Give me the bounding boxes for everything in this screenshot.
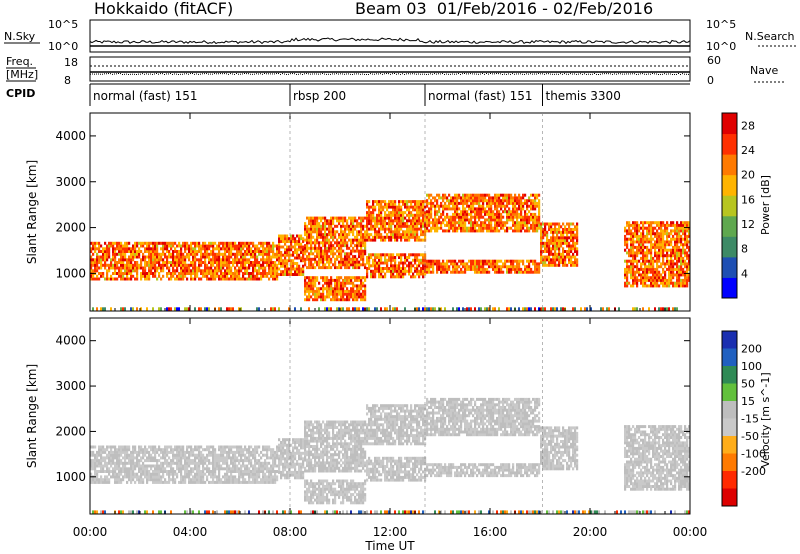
freq-tick-bottom: 8 (64, 74, 71, 87)
cpid-label: CPID (6, 87, 35, 100)
power-colorbar-tick: 16 (741, 193, 755, 206)
nave-tick-bottom: 0 (707, 74, 714, 87)
power-colorbar-tick: 12 (741, 218, 755, 231)
power-colorbar-swatch (722, 133, 737, 155)
power-colorbar-tick: 20 (741, 169, 755, 182)
x-tick-label: 20:00 (573, 525, 608, 539)
power-colorbar-tick: 8 (741, 243, 748, 256)
velocity-heatmap (90, 397, 691, 515)
y-tick-label: 1000 (55, 266, 86, 280)
power-cbar-label: Power [dB] (759, 175, 772, 235)
velocity-colorbar-swatch (722, 436, 737, 454)
velocity-colorbar-swatch (722, 418, 737, 437)
power-panel: 1000 2000 3000 4000 (55, 112, 691, 312)
x-tick-label: 00:00 (673, 525, 708, 539)
nsky-label: N.Sky (4, 30, 36, 43)
power-colorbar-tick: 24 (741, 144, 755, 157)
x-tick-label: 08:00 (273, 525, 308, 539)
nave-tick-top: 60 (707, 54, 721, 67)
power-colorbar-frame (721, 112, 738, 299)
power-ylabel: Slant Range [km] (25, 160, 39, 264)
velocity-colorbar-tick: -100 (741, 448, 766, 461)
station-title: Hokkaido (fitACF) (94, 0, 233, 18)
nave-dots (90, 73, 689, 75)
velocity-colorbar-frame (721, 330, 738, 507)
power-colorbar-swatch (722, 215, 737, 237)
cpid-segment-label: normal (fast) 151 (428, 89, 532, 103)
velocity-colorbar-swatch (722, 331, 737, 349)
velocity-ylabel: Slant Range [km] (25, 364, 39, 468)
nsearch-tick-top: 10^5 (706, 18, 736, 31)
cpid-segment-label: normal (fast) 151 (93, 89, 197, 103)
velocity-colorbar-swatch (722, 453, 737, 472)
freq-tick-top: 18 (64, 56, 78, 69)
velocity-colorbar-swatch (722, 348, 737, 367)
y-tick-label: 1000 (55, 470, 86, 484)
x-tick-label: 04:00 (173, 525, 208, 539)
beam-date-title: Beam 03 01/Feb/2016 - 02/Feb/2016 (355, 0, 653, 18)
nsearch-tick-bottom: 10^0 (706, 40, 736, 53)
y-tick-label: 2000 (55, 424, 86, 438)
velocity-colorbar-tick: 200 (741, 343, 762, 356)
power-colorbar-swatch (722, 236, 737, 258)
power-colorbar-swatch (722, 256, 737, 278)
nsky-tick-top: 10^5 (48, 18, 78, 31)
power-colorbar-swatch (722, 277, 737, 299)
velocity-colorbar-swatch (722, 488, 737, 507)
power-axes: 1000 2000 3000 4000 (55, 113, 691, 311)
nsky-trace (89, 37, 691, 75)
velocity-colorbar-swatch (722, 401, 737, 419)
x-tick-label: 16:00 (473, 525, 508, 539)
nave-label: Nave (750, 64, 778, 77)
time-axis-label: Time UT (364, 539, 415, 553)
cpid-segment-label: themis 3300 (546, 89, 621, 103)
freq-strip (89, 56, 691, 82)
freq-unit: [MHz] (6, 68, 38, 81)
power-colorbar: 4 8 12 16 20 24 28 (721, 112, 755, 299)
velocity-colorbar-swatch (722, 366, 737, 384)
power-colorbar-swatch (722, 154, 737, 176)
nsky-strip (89, 19, 691, 75)
x-tick-label: 12:00 (373, 525, 408, 539)
nsearch-label: N.Search (745, 30, 795, 43)
x-tick-label: 00:00 (73, 525, 108, 539)
power-colorbar-tick: 28 (741, 119, 755, 132)
power-colorbar-swatch (722, 113, 737, 135)
velocity-colorbar-tick: -200 (741, 465, 766, 478)
y-tick-label: 3000 (55, 175, 86, 189)
power-heatmap (90, 193, 691, 312)
power-colorbar-swatch (722, 174, 737, 196)
cpid-segment-label: rbsp 200 (293, 89, 346, 103)
nsky-line (89, 37, 691, 45)
velocity-axes: 1000 2000 3000 4000 (55, 318, 691, 514)
nsky-tick-bottom: 10^0 (48, 40, 78, 53)
time-axis-labels: 00:00 04:00 08:00 12:00 16:00 20:00 00:00 (73, 525, 708, 539)
cpid-strip: normal (fast) 151 rbsp 200 normal (fast) 1… (89, 84, 621, 106)
velocity-panel: 1000 2000 3000 4000 (55, 317, 691, 515)
velocity-colorbar-tick: 50 (741, 378, 755, 391)
y-tick-label: 2000 (55, 221, 86, 235)
y-tick-label: 3000 (55, 379, 86, 393)
velocity-colorbar-swatch (722, 471, 737, 489)
freq-label: Freq. (6, 55, 33, 68)
velocity-colorbar-tick: 15 (741, 395, 755, 408)
velocity-colorbar-tick: 100 (741, 360, 762, 373)
velocity-colorbar-swatch (722, 383, 737, 402)
y-tick-label: 4000 (55, 334, 86, 348)
velocity-cbar-label: Velocity [m s^-1] (759, 372, 772, 467)
velocity-colorbar: 200 100 50 15 -15 -50 -100 -200 (721, 330, 766, 507)
power-colorbar-tick: 4 (741, 267, 748, 280)
velocity-colorbar-tick: -15 (741, 413, 759, 426)
power-colorbar-swatch (722, 195, 737, 217)
velocity-colorbar-tick: -50 (741, 430, 759, 443)
y-tick-label: 4000 (55, 129, 86, 143)
